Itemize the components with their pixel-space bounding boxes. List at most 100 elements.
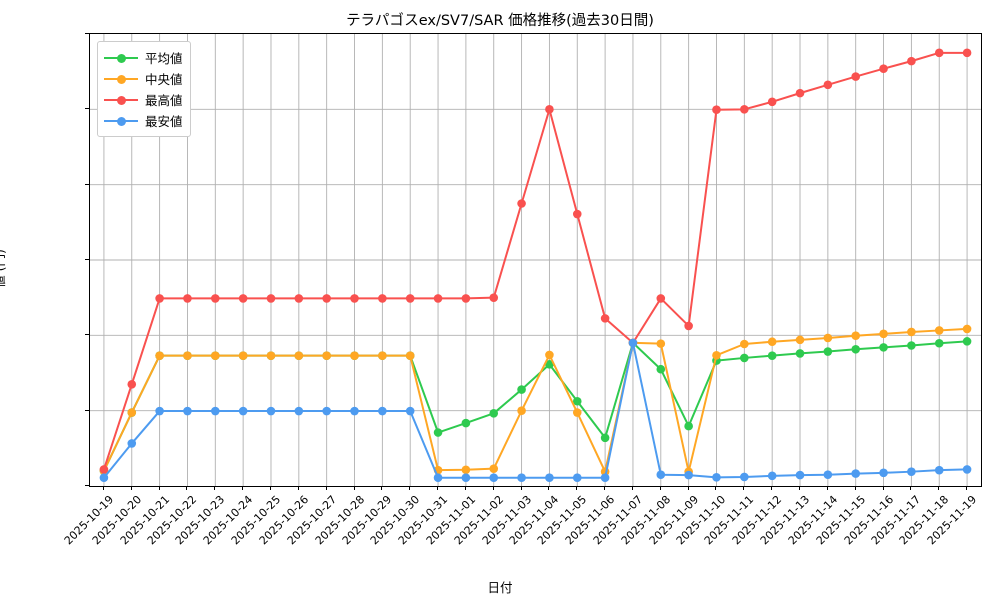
- data-point-marker: [545, 350, 554, 360]
- data-point-marker: [545, 360, 554, 369]
- data-point-marker: [795, 349, 805, 358]
- legend-color-swatch: [104, 72, 138, 86]
- data-point-marker: [210, 406, 220, 416]
- data-point-marker: [600, 314, 610, 323]
- x-axis-tick: [743, 486, 745, 490]
- y-axis-tick: [85, 33, 89, 34]
- legend-item[interactable]: 最高値: [104, 89, 183, 110]
- data-point-marker: [350, 294, 359, 303]
- x-axis-tick: [548, 486, 550, 490]
- chart-legend: 平均値中央値 最高値最安値: [97, 41, 191, 137]
- data-point-marker: [740, 472, 749, 482]
- data-point-marker: [155, 406, 164, 416]
- x-axis-tick: [826, 486, 828, 490]
- data-point-marker: [572, 408, 582, 417]
- data-point-marker: [795, 470, 805, 480]
- data-point-marker: [879, 468, 888, 478]
- data-point-marker: [879, 64, 888, 73]
- data-point-marker: [600, 473, 610, 483]
- data-point-marker: [656, 294, 666, 303]
- data-point-marker: [823, 347, 833, 356]
- x-axis-tick: [604, 486, 606, 490]
- data-point-marker: [378, 406, 387, 416]
- data-point-marker: [183, 406, 192, 416]
- data-point-marker: [517, 473, 526, 483]
- x-axis-tick: [631, 486, 633, 490]
- data-point-marker: [823, 80, 833, 90]
- x-axis-tick: [659, 486, 661, 490]
- data-point-marker: [851, 72, 861, 81]
- data-point-marker: [962, 48, 972, 58]
- data-point-marker: [767, 337, 777, 347]
- x-axis-tick: [325, 486, 327, 490]
- x-axis-tick: [520, 486, 522, 490]
- y-axis-tick: [85, 409, 89, 411]
- x-axis-tick: [269, 486, 271, 490]
- data-point-marker: [155, 294, 164, 303]
- x-axis-tick: [492, 486, 494, 490]
- data-point-marker: [712, 473, 721, 482]
- data-point-marker: [517, 406, 526, 415]
- x-axis-tick: [576, 486, 578, 490]
- data-point-marker: [127, 380, 137, 389]
- data-point-marker: [517, 385, 526, 394]
- data-point-marker: [767, 97, 777, 107]
- data-point-marker: [879, 329, 888, 339]
- x-axis-tick: [966, 486, 968, 490]
- y-axis-tick: [85, 108, 89, 110]
- data-point-marker: [322, 406, 331, 416]
- data-point-marker: [294, 294, 304, 303]
- legend-item[interactable]: 最安値: [104, 110, 183, 131]
- data-point-marker: [238, 351, 248, 360]
- data-point-marker: [740, 353, 749, 363]
- data-point-marker: [266, 294, 276, 303]
- data-point-marker: [795, 88, 805, 98]
- data-point-marker: [238, 406, 248, 416]
- data-point-marker: [294, 351, 304, 360]
- legend-item-label: 最安値: [145, 114, 183, 129]
- x-axis-tick: [437, 486, 439, 490]
- data-point-marker: [934, 326, 944, 335]
- y-axis-tick: [85, 334, 89, 336]
- data-point-marker: [851, 344, 861, 354]
- data-point-marker: [767, 471, 777, 481]
- data-point-marker: [934, 338, 944, 348]
- data-point-marker: [907, 327, 916, 337]
- x-axis-tick: [130, 486, 132, 490]
- legend-color-swatch: [104, 93, 138, 107]
- data-point-marker: [656, 470, 666, 480]
- y-axis-tick: [85, 485, 89, 486]
- data-point-marker: [238, 294, 248, 303]
- data-point-marker: [405, 406, 415, 416]
- data-point-marker: [183, 294, 192, 303]
- series-line: [102, 341, 969, 479]
- legend-color-swatch: [104, 51, 138, 65]
- x-axis-tick: [882, 486, 884, 490]
- x-axis-tick: [214, 486, 216, 490]
- legend-color-swatch: [104, 114, 138, 128]
- data-point-marker: [433, 473, 443, 483]
- data-point-marker: [740, 339, 749, 349]
- legend-item[interactable]: 中央値: [104, 68, 183, 89]
- legend-item[interactable]: 平均値: [104, 47, 183, 68]
- data-point-marker: [517, 199, 526, 208]
- data-point-marker: [962, 324, 972, 334]
- y-axis-label: 値 (円): [0, 249, 7, 288]
- series-line: [102, 340, 969, 472]
- data-point-marker: [461, 418, 471, 428]
- x-axis-tick: [464, 486, 466, 490]
- data-point-marker: [684, 321, 693, 331]
- x-axis-tick: [938, 486, 940, 490]
- data-point-marker: [962, 465, 972, 474]
- data-point-marker: [405, 294, 415, 303]
- chart-title: テラパゴスex/SV7/SAR 価格推移(過去30日間): [346, 13, 654, 29]
- x-axis-tick: [409, 486, 411, 490]
- data-point-marker: [266, 406, 276, 416]
- legend-item-label: 平均値: [145, 51, 183, 66]
- data-point-marker: [767, 351, 777, 360]
- data-point-marker: [962, 337, 972, 346]
- data-point-marker: [851, 331, 861, 341]
- data-point-marker: [823, 470, 833, 480]
- data-point-marker: [489, 409, 499, 418]
